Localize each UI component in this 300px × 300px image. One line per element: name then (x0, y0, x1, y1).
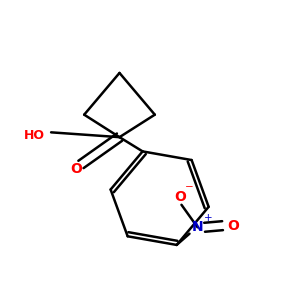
Text: N: N (192, 220, 203, 234)
Text: O: O (70, 162, 82, 176)
Text: +: + (203, 213, 212, 223)
Text: O: O (227, 219, 239, 233)
Text: −: − (185, 182, 194, 192)
Text: O: O (174, 190, 186, 204)
Text: HO: HO (24, 129, 45, 142)
